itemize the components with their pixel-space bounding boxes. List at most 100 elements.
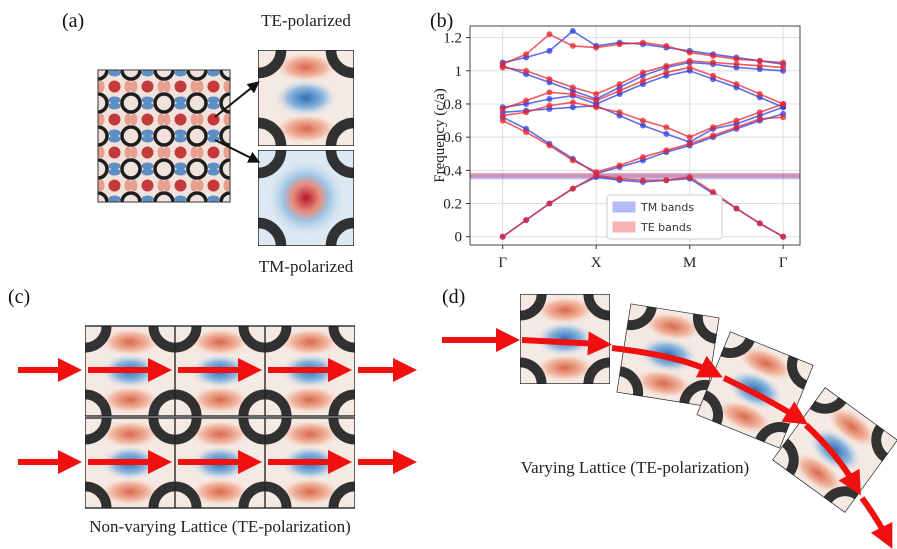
caption: Non-varying Lattice (TE-polarization) (89, 517, 351, 536)
band-point (546, 89, 552, 95)
caption: TE-polarized (261, 11, 351, 30)
legend-swatch (613, 222, 635, 232)
band-point (687, 134, 693, 140)
y-tick-label: 1 (455, 64, 463, 80)
band-point (757, 220, 763, 226)
band-point (733, 81, 739, 87)
band-point (546, 31, 552, 37)
band-point (593, 45, 599, 51)
band-point (710, 189, 716, 195)
band-point (757, 109, 763, 115)
band-point (523, 98, 529, 104)
band-point (617, 162, 623, 168)
x-tick-label: Γ (779, 255, 788, 271)
band-point (500, 234, 506, 240)
band-point (663, 124, 669, 130)
band-point (757, 91, 763, 97)
x-tick-label: X (591, 255, 602, 271)
curved-tiles (498, 272, 897, 543)
band-point (500, 61, 506, 67)
band-point (780, 114, 786, 120)
legend-label: TM bands (640, 201, 694, 214)
band-point (593, 98, 599, 104)
band-line (503, 34, 783, 64)
band-point (710, 124, 716, 130)
band-point (570, 99, 576, 105)
band-point (523, 129, 529, 135)
band-point (570, 43, 576, 49)
tm-mode (235, 127, 377, 269)
band-point (663, 131, 669, 137)
band-point (640, 78, 646, 84)
legend-swatch (613, 202, 635, 212)
band-point (546, 201, 552, 207)
panel-label: (d) (442, 286, 465, 308)
band-point (710, 53, 716, 59)
band-point (733, 124, 739, 130)
band-point (640, 154, 646, 160)
y-axis-label: Frequency (c/a) (432, 88, 448, 183)
band-point (733, 118, 739, 124)
te-mode (235, 27, 377, 169)
band-point (617, 88, 623, 94)
band-point (617, 176, 623, 182)
panel-label: (c) (8, 286, 30, 308)
band-point (617, 41, 623, 47)
caption: Varying Lattice (TE-polarization) (521, 458, 749, 477)
band-point (640, 177, 646, 183)
band-point (570, 28, 576, 34)
band-point (523, 109, 529, 115)
band-point (757, 116, 763, 122)
legend-label: TE bands (640, 221, 692, 234)
y-tick-label: 0.2 (443, 197, 462, 213)
band-point (617, 81, 623, 87)
lattice-field (98, 70, 230, 202)
band-point (710, 73, 716, 79)
band-point (523, 51, 529, 57)
band-point (663, 43, 669, 49)
band-point (500, 113, 506, 119)
panel-label: (b) (430, 10, 453, 32)
band-point (780, 234, 786, 240)
band-point (593, 169, 599, 175)
band-point (663, 147, 669, 153)
band-point (733, 56, 739, 62)
band-point (640, 118, 646, 124)
y-tick-label: 1.2 (443, 31, 462, 47)
band-point (617, 109, 623, 115)
x-tick-label: M (683, 255, 696, 271)
band-point (546, 96, 552, 102)
tile-grid (63, 304, 376, 529)
figure: (a) TE-polarized TM-polarized (b) 00.20.… (0, 0, 897, 549)
band-point (570, 91, 576, 97)
x-tick-label: Γ (498, 255, 507, 271)
band-point (523, 217, 529, 223)
band-point (687, 64, 693, 70)
band-point (687, 50, 693, 56)
band-gap (470, 173, 800, 178)
band-point (500, 106, 506, 112)
band-point (546, 103, 552, 109)
band-point (523, 68, 529, 74)
band-point (780, 60, 786, 66)
band-point (570, 84, 576, 90)
band-point (710, 133, 716, 139)
band-point (546, 142, 552, 148)
band-point (733, 206, 739, 212)
band-point (593, 104, 599, 110)
y-tick-label: 0 (455, 230, 463, 246)
band-point (640, 40, 646, 46)
band-point (546, 48, 552, 54)
caption: TM-polarized (259, 257, 354, 276)
band-point (663, 69, 669, 75)
band-point (663, 63, 669, 69)
band-point (640, 69, 646, 75)
band-point (687, 58, 693, 64)
band-point (687, 141, 693, 147)
band-point (570, 186, 576, 192)
band-point (570, 157, 576, 163)
band-point (780, 101, 786, 107)
band-point (663, 177, 669, 183)
band-point (687, 174, 693, 180)
